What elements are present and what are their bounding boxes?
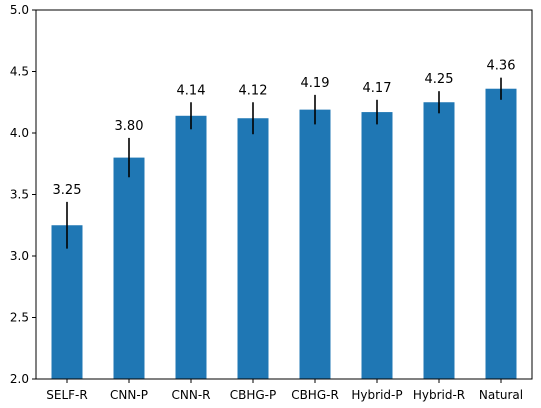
- x-tick-label-cnn-p: CNN-P: [110, 388, 148, 402]
- bar-cbhg-r: [299, 109, 331, 379]
- data-label-self-r: 3.25: [53, 183, 82, 198]
- bar-cnn-p: [113, 157, 145, 379]
- y-tick-label: 2.0: [10, 372, 29, 386]
- x-axis: SELF-R CNN-P CNN-R CBHG-P CBHG-R Hybrid-P Hybr…: [46, 379, 523, 402]
- plot-frame: [35, 9, 533, 380]
- data-label-hybrid-r: 4.25: [425, 72, 454, 87]
- bar-cbhg-p: [237, 118, 269, 380]
- x-tick-label-cbhg-r: CBHG-R: [291, 388, 339, 402]
- x-tick-label-hybrid-r: Hybrid-R: [413, 388, 465, 402]
- y-tick-label: 4.5: [10, 65, 29, 79]
- bars-group: [51, 88, 517, 380]
- y-tick-label: 4.0: [10, 126, 29, 140]
- error-bars-group: [66, 77, 502, 249]
- data-labels-group: 3.25 3.80 4.14 4.12 4.19 4.17 4.25 4.36: [53, 59, 516, 198]
- bar-hybrid-p: [361, 112, 393, 379]
- data-label-cnn-r: 4.14: [177, 83, 206, 98]
- x-tick-label-cbhg-p: CBHG-P: [230, 388, 277, 402]
- data-label-cnn-p: 3.80: [115, 119, 144, 134]
- bar-hybrid-r: [423, 102, 455, 379]
- data-label-hybrid-p: 4.17: [363, 81, 392, 96]
- y-tick-label: 3.5: [10, 188, 29, 202]
- data-label-cbhg-r: 4.19: [301, 76, 330, 91]
- bar-self-r: [51, 225, 83, 379]
- data-label-natural: 4.36: [487, 59, 516, 74]
- y-axis: 2.0 2.5 3.0 3.5 4.0 4.5 5.0: [10, 3, 36, 386]
- bar-natural: [485, 88, 517, 379]
- y-tick-label: 3.0: [10, 249, 29, 263]
- x-tick-label-hybrid-p: Hybrid-P: [351, 388, 402, 402]
- data-label-cbhg-p: 4.12: [239, 83, 268, 98]
- x-tick-label-cnn-r: CNN-R: [172, 388, 211, 402]
- x-tick-label-self-r: SELF-R: [46, 388, 87, 402]
- y-tick-label: 2.5: [10, 311, 29, 325]
- y-tick-label: 5.0: [10, 3, 29, 17]
- bar-cnn-r: [175, 115, 207, 379]
- x-tick-label-natural: Natural: [479, 388, 523, 402]
